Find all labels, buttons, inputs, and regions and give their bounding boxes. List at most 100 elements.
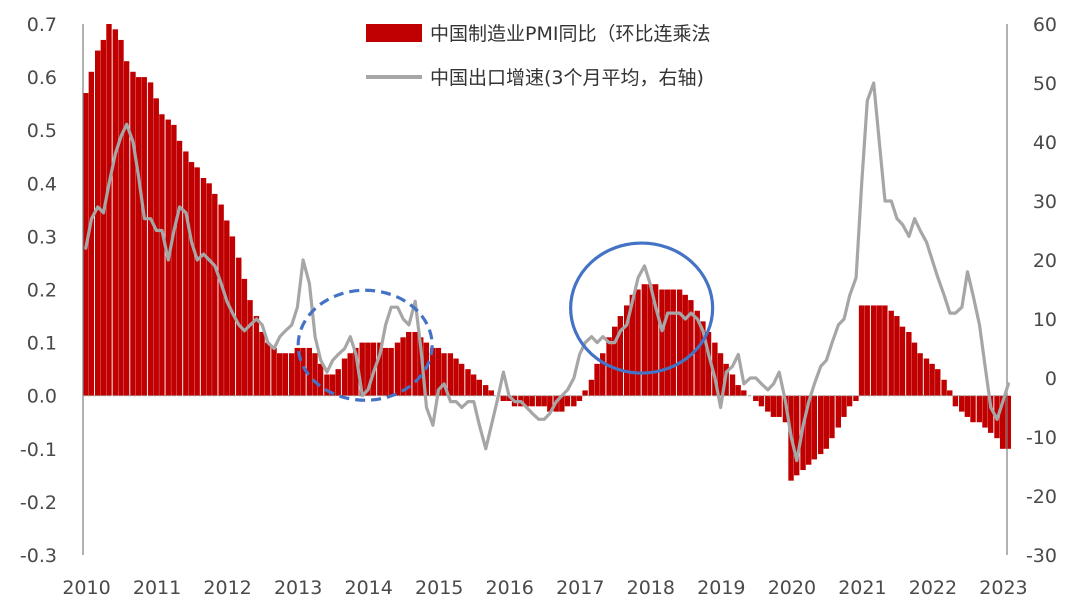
- pmi-bar: [952, 395, 959, 407]
- pmi-bar: [729, 374, 736, 396]
- pmi-bar: [999, 395, 1006, 449]
- pmi-bar: [694, 310, 700, 396]
- pmi-bar: [906, 331, 912, 396]
- pmi-bar: [541, 395, 547, 407]
- pmi-bar: [617, 316, 624, 396]
- pmi-bar: [753, 395, 759, 402]
- right-y-tick-label: 10: [1033, 309, 1057, 331]
- pmi-bar: [506, 395, 512, 402]
- right-y-tick-label: 40: [1033, 132, 1057, 154]
- pmi-bar: [629, 294, 636, 396]
- left-y-tick-label: 0.7: [27, 14, 57, 36]
- pmi-bar: [647, 284, 653, 396]
- pmi-bar: [741, 390, 747, 396]
- left-y-tick-label: 0.5: [27, 120, 57, 142]
- x-tick-label: 2015: [415, 577, 463, 599]
- pmi-bar: [547, 395, 553, 412]
- pmi-bar: [624, 305, 630, 396]
- x-tick-label: 2019: [697, 577, 745, 599]
- pmi-bar: [453, 358, 459, 396]
- pmi-bar: [935, 369, 941, 396]
- pmi-bar: [470, 374, 477, 396]
- pmi-bar: [282, 353, 289, 396]
- pmi-bar: [964, 395, 971, 417]
- pmi-bar: [853, 395, 859, 402]
- pmi-bar: [200, 177, 207, 396]
- pmi-bar: [576, 395, 583, 402]
- pmi-bar: [271, 347, 277, 396]
- pmi-bar: [987, 395, 994, 433]
- pmi-bar: [341, 358, 348, 396]
- left-y-tick-label: 0.6: [27, 67, 57, 89]
- pmi-bar: [241, 278, 248, 396]
- pmi-bar: [130, 71, 136, 396]
- pmi-bar: [306, 347, 312, 396]
- pmi-bar: [88, 71, 95, 396]
- pmi-bar: [406, 331, 412, 396]
- pmi-bar: [400, 337, 406, 396]
- left-y-tick-label: -0.1: [20, 439, 57, 461]
- annotations: [296, 241, 715, 402]
- x-tick-label: 2021: [838, 577, 886, 599]
- pmi-bar: [224, 220, 230, 396]
- x-tick-label: 2018: [627, 577, 675, 599]
- pmi-bar: [329, 374, 336, 396]
- right-y-tick-label: -20: [1026, 486, 1057, 508]
- pmi-bar: [829, 395, 835, 439]
- pmi-bar: [264, 342, 271, 396]
- pmi-bar: [206, 183, 212, 396]
- pmi-bar: [712, 342, 718, 396]
- pmi-bar: [765, 395, 771, 412]
- dashed-ellipse-annotation: [296, 288, 434, 402]
- pmi-bar: [959, 395, 965, 412]
- pmi-bar: [594, 363, 600, 396]
- pmi-bar: [317, 363, 324, 396]
- pmi-bar: [582, 390, 588, 396]
- legend-label-bar: 中国制造业PMI同比（环比连乘法: [430, 23, 710, 45]
- legend-label-line: 中国出口增速(3个月平均，右轴): [430, 67, 704, 89]
- pmi-bar: [735, 385, 741, 396]
- pmi-bar: [793, 395, 800, 476]
- pmi-bar: [941, 379, 947, 396]
- x-tick-label: 2012: [203, 577, 251, 599]
- pmi-bar: [153, 98, 159, 396]
- pmi-bar: [458, 363, 465, 396]
- pmi-bar: [500, 395, 506, 402]
- x-tick-label: 2014: [344, 577, 392, 599]
- axes: [82, 24, 1008, 555]
- pmi-bar: [664, 289, 671, 396]
- pmi-bar: [476, 379, 482, 396]
- pmi-bar: [535, 395, 542, 407]
- pmi-bar: [253, 316, 260, 396]
- pmi-bar: [1005, 395, 1011, 449]
- pmi-bar: [441, 353, 447, 396]
- pmi-bar: [982, 395, 988, 428]
- pmi-bar: [700, 321, 706, 396]
- pmi-bars: [83, 24, 1011, 481]
- pmi-bar: [218, 204, 224, 396]
- pmi-bar: [488, 390, 494, 396]
- pmi-bar: [112, 29, 119, 396]
- pmi-bar: [811, 395, 818, 460]
- pmi-bar: [212, 193, 218, 396]
- right-y-tick-label: 20: [1033, 250, 1057, 272]
- left-y-tick-label: 0.4: [27, 173, 57, 195]
- right-y-tick-label: -30: [1026, 545, 1057, 567]
- right-y-ticks: -30 -20 -10 0 10 20 30 40 50 60: [1026, 14, 1057, 567]
- pmi-bar: [571, 395, 577, 407]
- pmi-bar: [100, 39, 107, 396]
- pmi-bar: [588, 379, 595, 396]
- pmi-bar: [635, 289, 641, 396]
- pmi-bar: [312, 353, 318, 396]
- pmi-bar: [688, 300, 694, 396]
- pmi-bar: [135, 77, 142, 396]
- pmi-bar: [430, 347, 436, 396]
- pmi-bar: [846, 395, 853, 407]
- pmi-bar: [382, 347, 389, 396]
- right-y-tick-label: 50: [1033, 73, 1057, 95]
- pmi-bar: [717, 353, 724, 396]
- pmi-bar: [147, 82, 154, 396]
- pmi-bar: [564, 395, 571, 407]
- export-growth-line: [84, 81, 1010, 463]
